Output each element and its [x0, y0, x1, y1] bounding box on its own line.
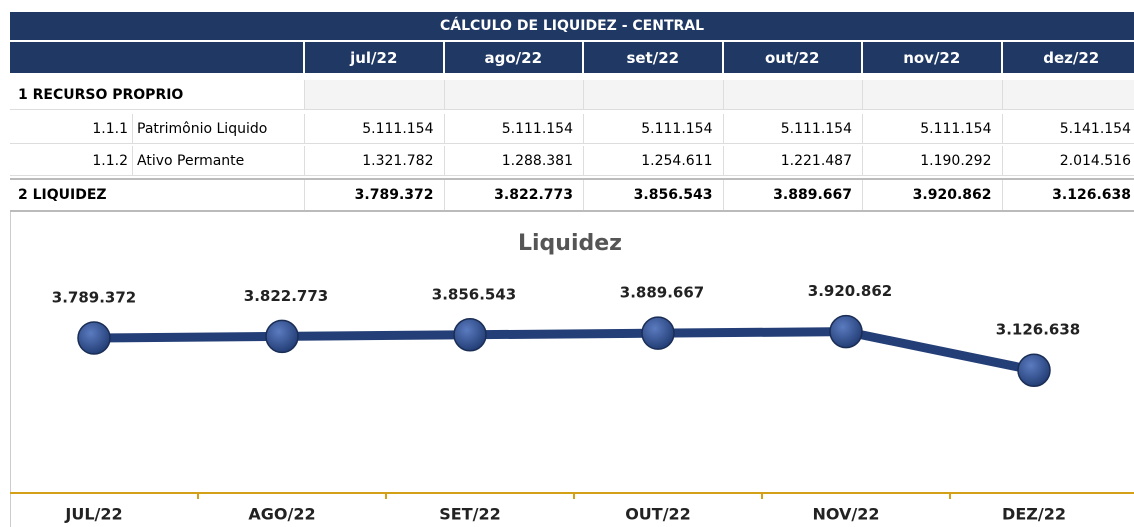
point	[77, 321, 111, 355]
cell: 3.856.543	[584, 180, 724, 210]
cell: 3.920.862	[863, 180, 1003, 210]
row-label: 2 LIQUIDEZ	[10, 180, 305, 210]
column-header: nov/22	[863, 42, 1003, 73]
column-header: set/22	[584, 42, 724, 73]
header-cell	[10, 42, 305, 73]
chart-title: Liquidez	[518, 231, 622, 256]
table-row: 1 RECURSO PROPRIO	[10, 80, 1134, 110]
column-header: ago/22	[444, 42, 584, 73]
cell: 5.111.154	[863, 114, 1003, 143]
table-row: 1.1.2 Ativo Permante 1.321.782 1.288.381 1.2…	[10, 146, 1134, 176]
cell	[723, 80, 863, 109]
row-text: Ativo Permante	[132, 146, 244, 175]
cell	[1002, 80, 1134, 109]
table-row: 2 LIQUIDEZ 3.789.372 3.822.773 3.856.543 3.8…	[10, 178, 1134, 212]
table-title: CÁLCULO DE LIQUIDEZ - CENTRAL	[10, 12, 1134, 40]
row-label: 1.1.2 Ativo Permante	[10, 146, 305, 175]
data-label: 3.889.667	[620, 284, 704, 302]
column-header: jul/22	[305, 42, 445, 73]
x-tick-label: OUT/22	[625, 505, 691, 524]
data-label: 3.856.543	[432, 285, 516, 303]
cell: 2.014.516	[1003, 146, 1134, 175]
cell: 1.221.487	[724, 146, 863, 175]
cell: 1.321.782	[305, 146, 445, 175]
row-text: Patrimônio Liquido	[132, 114, 267, 143]
column-header: dez/22	[1002, 42, 1134, 73]
cell: 3.822.773	[445, 180, 584, 210]
chart: Liquidez JUL/22 AGO/22 SET/22 OUT/22 NOV/22 D…	[10, 212, 1134, 527]
data-label: 3.920.862	[808, 282, 892, 300]
cell: 1.190.292	[863, 146, 1003, 175]
cell: 3.789.372	[305, 180, 445, 210]
column-header: out/22	[723, 42, 863, 73]
data-label: 3.126.638	[996, 321, 1080, 339]
cell: 5.111.154	[305, 114, 445, 143]
cell: 3.126.638	[1003, 180, 1134, 210]
cell: 1.288.381	[445, 146, 584, 175]
x-tick-label: NOV/22	[812, 505, 879, 524]
cell	[444, 80, 584, 109]
cell: 1.254.611	[584, 146, 724, 175]
row-label: 1 RECURSO PROPRIO	[10, 80, 305, 109]
cell	[305, 80, 445, 109]
point	[265, 319, 299, 354]
data-label: 3.822.773	[244, 287, 328, 305]
x-tick-label: DEZ/22	[1002, 505, 1066, 524]
point	[453, 318, 487, 352]
line	[93, 327, 1035, 375]
cell: 3.889.667	[724, 180, 863, 210]
row-text: 2 LIQUIDEZ	[18, 187, 107, 203]
cell: 5.111.154	[445, 114, 584, 143]
x-tick-label: JUL/22	[64, 505, 122, 524]
table-row: 1.1.1 Patrimônio Liquido 5.111.154 5.111.15…	[10, 114, 1134, 144]
data-label: 3.789.372	[52, 289, 136, 307]
point	[1017, 353, 1051, 387]
cell: 5.111.154	[584, 114, 724, 143]
x-tick-label: AGO/22	[248, 505, 315, 524]
point	[829, 314, 863, 349]
header-row: jul/22 ago/22 set/22 out/22 nov/22 dez/22	[10, 42, 1134, 73]
x-tick-label: SET/22	[439, 505, 500, 524]
cell	[584, 80, 724, 109]
cell: 5.111.154	[724, 114, 863, 143]
cell: 5.141.154	[1003, 114, 1134, 143]
row-code: 1.1.2	[92, 152, 128, 169]
row-label: 1.1.1 Patrimônio Liquido	[10, 114, 305, 143]
row-code: 1.1.1	[92, 120, 128, 137]
cell	[863, 80, 1003, 109]
row-text: 1 RECURSO PROPRIO	[18, 86, 184, 103]
point	[641, 316, 675, 350]
